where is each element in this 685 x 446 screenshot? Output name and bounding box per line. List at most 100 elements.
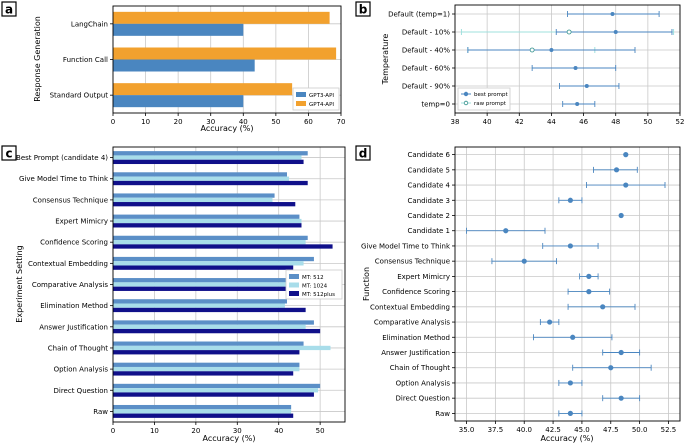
legend-swatch xyxy=(289,291,299,296)
x-tick-label: 38 xyxy=(451,118,460,126)
bar-mt-512 xyxy=(113,172,287,177)
legend-label: MT: 512 xyxy=(302,275,324,281)
legend-label: best prompt xyxy=(474,92,508,98)
category-label: Raw xyxy=(435,410,450,418)
bar-mt-512 xyxy=(113,256,314,262)
bar-mt-512plus xyxy=(113,307,306,313)
point-best xyxy=(613,30,618,34)
category-label: Candidate 5 xyxy=(408,166,450,174)
data-point xyxy=(521,258,527,264)
category-label: Candidate 6 xyxy=(408,151,451,159)
x-tick-label: 40 xyxy=(239,118,248,126)
category-label: Contextual Embedding xyxy=(28,260,108,268)
data-point xyxy=(503,228,509,234)
bar-mt-512 xyxy=(113,299,287,304)
data-point xyxy=(586,273,592,279)
data-point xyxy=(567,243,573,249)
category-label: Comparative Analysis xyxy=(374,319,450,327)
x-tick-label: 50 xyxy=(271,118,280,126)
legend-marker xyxy=(463,100,469,106)
x-tick-label: 20 xyxy=(191,427,200,435)
x-axis-label-d: Accuracy (%) xyxy=(541,434,594,443)
data-point xyxy=(567,197,573,203)
bar-mt-1024 xyxy=(113,240,306,245)
panel-label-b: b xyxy=(359,3,368,17)
bar-mt-1024 xyxy=(113,324,306,329)
point-best xyxy=(584,84,589,88)
category-label: Candidate 2 xyxy=(408,212,450,220)
category-label: Confidence Scoring xyxy=(382,288,450,296)
panel-b: b Default (temp=1) Default - 10% Default -… xyxy=(355,1,685,126)
bar-mt-1024 xyxy=(113,409,292,414)
category-label: Standard Output xyxy=(50,92,109,100)
bar-mt-1024 xyxy=(113,366,300,372)
bar-mt-512 xyxy=(113,214,300,219)
x-tick-label: 48 xyxy=(611,118,620,126)
category-label: temp=0 xyxy=(421,101,450,109)
x-tick-label: 52.5 xyxy=(661,426,677,434)
category-label: Elimination Method xyxy=(382,334,450,342)
panel-label-d: d xyxy=(359,147,368,161)
y-axis-label-b: Temperature xyxy=(381,34,390,86)
panel-label-a: a xyxy=(5,3,13,17)
bar-mt-512 xyxy=(113,193,275,198)
x-tick-label: 50 xyxy=(643,118,652,126)
data-point xyxy=(623,152,629,158)
legend-label: GPT3-API xyxy=(309,93,334,99)
y-axis-label-a: Response Generation xyxy=(33,16,42,102)
point-raw xyxy=(529,47,535,53)
bar-mt-512 xyxy=(113,341,304,346)
x-tick-label: 60 xyxy=(304,118,313,126)
category-label: Option Analysis xyxy=(54,366,109,374)
bar-mt-512 xyxy=(113,235,308,241)
x-tick-label: 30 xyxy=(233,427,242,435)
x-tick-label: 40.0 xyxy=(516,426,532,434)
category-label: Function Call xyxy=(63,56,108,64)
category-label: Candidate 3 xyxy=(408,197,450,205)
plot-frame-b xyxy=(454,4,681,114)
x-tick-label: 20 xyxy=(174,118,183,126)
category-label: Default - 10% xyxy=(402,29,450,37)
x-tick-label: 44 xyxy=(547,118,556,126)
bar-gpt3 xyxy=(113,59,255,72)
legend-label: MT: 512plus xyxy=(302,292,335,298)
category-label: Comparative Analysis xyxy=(32,281,108,289)
legend-marker xyxy=(463,91,469,97)
x-tick-label: 46 xyxy=(579,118,588,126)
x-tick-label: 52 xyxy=(676,118,685,126)
point-best xyxy=(575,102,580,106)
category-label: LangChain xyxy=(71,20,108,28)
x-tick-label: 40 xyxy=(483,118,492,126)
legend-label: MT: 1024 xyxy=(302,284,328,290)
category-label: Expert Mimicry xyxy=(397,273,450,281)
category-label: Confidence Scoring xyxy=(40,239,108,247)
point-best xyxy=(610,12,615,16)
data-point xyxy=(618,349,624,356)
x-axis-label-a: Accuracy (%) xyxy=(201,124,254,133)
category-label: Direct Question xyxy=(54,387,109,395)
panel-c: c Best Prompt (candidate 4) Give Model Ti… xyxy=(1,145,346,443)
x-tick-label: 50.0 xyxy=(632,426,648,434)
bar-gpt3 xyxy=(113,95,244,108)
legend-swatch xyxy=(296,101,306,106)
bar-mt-1024 xyxy=(113,176,290,181)
category-label: Answer Justification xyxy=(381,349,450,357)
bar-mt-1024 xyxy=(113,197,273,203)
panel-label-c: c xyxy=(5,147,12,161)
category-label: Consensus Technique xyxy=(33,196,108,204)
data-point xyxy=(623,182,629,188)
x-tick-label: 45.0 xyxy=(574,426,590,434)
bar-mt-1024 xyxy=(113,388,319,393)
y-axis-label-c: Experiment Setting xyxy=(15,245,24,322)
category-label: Give Model Time to Think xyxy=(19,175,109,183)
bar-mt-1024 xyxy=(113,155,302,160)
y-axis-label-d: Function xyxy=(362,267,371,301)
legend-label: GPT4-API xyxy=(309,102,334,108)
legend-swatch xyxy=(296,92,306,97)
data-point xyxy=(618,212,624,219)
bar-mt-512plus xyxy=(113,180,308,186)
point-raw xyxy=(566,29,572,35)
bar-mt-1024 xyxy=(113,282,292,287)
bar-mt-1024 xyxy=(113,218,302,224)
